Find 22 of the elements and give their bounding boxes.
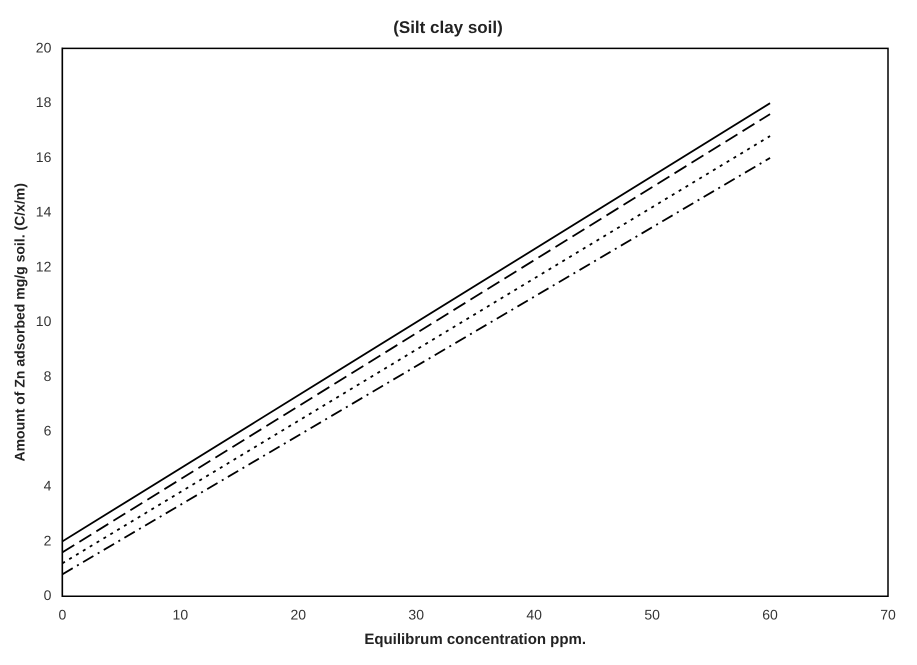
x-tick-label: 0 bbox=[58, 606, 66, 622]
chart-title: (Silt clay soil) bbox=[393, 18, 503, 37]
x-tick-label: 70 bbox=[880, 606, 896, 622]
y-tick-label: 0 bbox=[44, 587, 52, 604]
y-tick-label: 6 bbox=[44, 422, 52, 439]
y-tick-label: 8 bbox=[44, 368, 52, 384]
x-tick-label: 40 bbox=[526, 606, 542, 622]
x-tick-label: 20 bbox=[290, 606, 306, 622]
y-tick-label: 16 bbox=[36, 148, 52, 165]
y-tick-label: 20 bbox=[36, 39, 52, 56]
y-tick-label: 2 bbox=[44, 532, 52, 548]
x-tick-label: 10 bbox=[172, 606, 188, 622]
x-tick-label: 30 bbox=[408, 606, 424, 622]
x-tick-label: 50 bbox=[644, 606, 660, 622]
y-tick-label: 18 bbox=[36, 94, 52, 110]
y-tick-label: 14 bbox=[36, 204, 52, 220]
y-axis-title: Amount of Zn adsorbed mg/g soil. (C/x/m) bbox=[11, 183, 28, 462]
y-tick-label: 10 bbox=[36, 313, 52, 330]
x-axis-title: Equilibrum concentration ppm. bbox=[364, 631, 586, 648]
x-tick-label: 60 bbox=[762, 606, 778, 622]
y-tick-label: 4 bbox=[44, 478, 52, 494]
y-tick-label: 12 bbox=[36, 258, 52, 274]
